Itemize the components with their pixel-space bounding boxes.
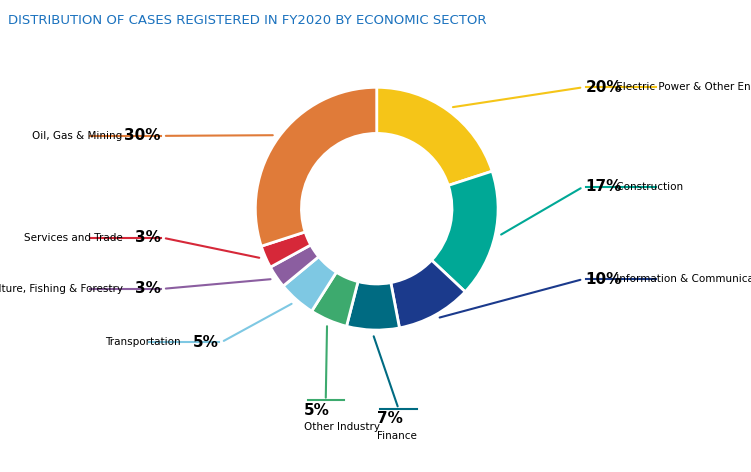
Text: Oil, Gas & Mining: Oil, Gas & Mining xyxy=(32,131,129,141)
Wedge shape xyxy=(255,87,377,246)
Text: 30%: 30% xyxy=(124,128,161,143)
Wedge shape xyxy=(283,257,336,311)
Text: 10%: 10% xyxy=(586,271,622,287)
Text: 20%: 20% xyxy=(586,80,622,95)
Text: Transportation: Transportation xyxy=(105,337,187,347)
Wedge shape xyxy=(391,260,465,328)
Text: 7%: 7% xyxy=(377,412,403,426)
Text: Electric Power & Other Energy: Electric Power & Other Energy xyxy=(614,82,751,93)
Text: Services and Trade: Services and Trade xyxy=(24,233,129,243)
Wedge shape xyxy=(270,245,318,286)
Text: 3%: 3% xyxy=(134,230,161,245)
Wedge shape xyxy=(377,87,492,185)
Text: 17%: 17% xyxy=(586,179,622,194)
Text: 5%: 5% xyxy=(193,335,219,350)
Text: Information & Communication: Information & Communication xyxy=(614,274,751,284)
Text: DISTRIBUTION OF CASES REGISTERED IN FY2020 BY ECONOMIC SECTOR: DISTRIBUTION OF CASES REGISTERED IN FY20… xyxy=(8,14,486,27)
Text: Construction: Construction xyxy=(614,182,683,192)
Wedge shape xyxy=(432,171,498,292)
Text: Finance: Finance xyxy=(377,431,417,441)
Text: 3%: 3% xyxy=(134,281,161,296)
Text: Agriculture, Fishing & Forestry: Agriculture, Fishing & Forestry xyxy=(0,284,129,294)
Text: 5%: 5% xyxy=(304,403,330,418)
Wedge shape xyxy=(261,232,311,267)
Wedge shape xyxy=(312,272,358,326)
Text: Other Industry: Other Industry xyxy=(304,422,380,432)
Wedge shape xyxy=(346,282,400,330)
